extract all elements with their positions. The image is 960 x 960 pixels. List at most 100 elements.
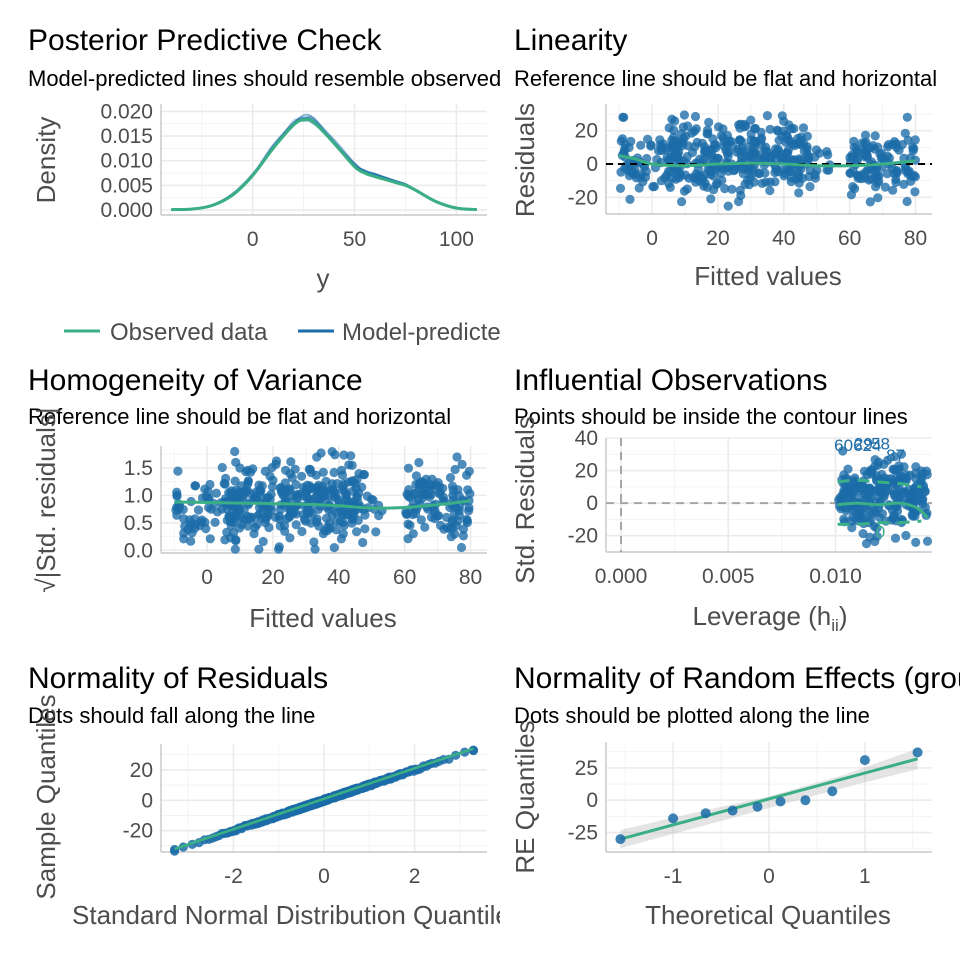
sqrt-residual-point — [456, 542, 467, 553]
residual-point — [616, 167, 626, 177]
residual-point — [669, 125, 679, 135]
loess-smooth-line — [174, 499, 471, 510]
sqrt-residual-point — [250, 523, 260, 533]
residual-point — [636, 140, 646, 150]
sqrt-residual-point — [329, 492, 339, 502]
y-tick-label: -20 — [568, 186, 598, 209]
sqrt-residual-point — [462, 514, 472, 525]
residual-point — [670, 116, 680, 126]
y-tick-label: 0.010 — [100, 150, 153, 173]
linearity-xlabel: Fitted values — [694, 261, 841, 291]
y-tick-label: 0.020 — [100, 100, 153, 123]
x-tick-label: 40 — [772, 227, 795, 250]
sqrt-residual-point — [410, 488, 420, 498]
linearity-plot-area: 0 20 40 60 80 -20 0 20 — [568, 104, 932, 250]
sqrt-residual-point — [287, 473, 297, 483]
random-effect-point — [800, 795, 811, 806]
residual-point — [669, 132, 679, 142]
homogeneity-title: Homogeneity of Variance — [28, 364, 363, 397]
residual-point — [861, 167, 871, 177]
sqrt-residual-point — [445, 473, 456, 483]
sqrt-residual-point — [204, 502, 214, 513]
residual-point — [625, 194, 635, 204]
residual-point — [744, 141, 754, 152]
cook-contour-lower — [837, 519, 922, 526]
loess-smooth-line — [837, 501, 929, 519]
sqrt-residual-point — [231, 457, 241, 467]
sqrt-residual-point — [230, 544, 240, 554]
residual-point — [811, 145, 822, 155]
residual-point — [849, 136, 859, 146]
sqrt-residual-point — [268, 475, 278, 485]
sqrt-residual-point — [422, 490, 432, 500]
leverage-point — [888, 479, 898, 489]
y-tick-label: 40 — [575, 427, 598, 450]
residual-point — [870, 165, 880, 175]
residual-point — [704, 117, 714, 127]
y-tick-label: 20 — [575, 460, 598, 483]
random-effect-point — [727, 805, 738, 816]
influence-ylabel: Std. Residuals — [510, 416, 540, 584]
residual-point — [773, 167, 783, 177]
sqrt-residual-point — [254, 544, 264, 554]
residual-point — [618, 112, 628, 122]
residual-point — [909, 144, 919, 154]
sqrt-residual-point — [426, 512, 437, 522]
random-effect-point — [752, 801, 763, 812]
x-tick-label: 20 — [706, 227, 729, 250]
normre-xlabel: Theoretical Quantiles — [645, 900, 891, 930]
sqrt-residual-point — [327, 447, 337, 457]
x-tick-label: 0.000 — [595, 565, 648, 588]
x-tick-label: 0.010 — [809, 565, 862, 588]
y-tick-label: -25 — [568, 822, 598, 845]
sqrt-residual-point — [339, 450, 349, 460]
normres-subtitle: Dots should fall along the line — [28, 703, 315, 728]
sqrt-residual-point — [346, 451, 356, 461]
sqrt-residual-point — [205, 479, 215, 490]
leverage-point — [872, 523, 882, 533]
residual-point — [708, 134, 718, 144]
sqrt-residual-point — [220, 479, 230, 489]
influence-xlabel: Leverage (hii) — [693, 601, 848, 635]
residual-point — [762, 111, 773, 121]
normre-title: Normality of Random Effects (group) — [514, 662, 960, 695]
x-tick-label: 50 — [343, 228, 366, 251]
sqrt-residual-point — [190, 514, 200, 524]
panel-homogeneity: Homogeneity of Variance Reference line s… — [28, 364, 487, 633]
y-tick-label: -20 — [123, 820, 153, 843]
residual-point — [765, 186, 775, 196]
y-tick-label: 1.5 — [124, 457, 153, 480]
sqrt-residual-point — [463, 485, 473, 495]
influence-xlabel-sub: ii — [831, 616, 839, 635]
sqrt-residual-point — [311, 470, 321, 480]
residual-point — [746, 151, 756, 161]
sqrt-residual-point — [274, 511, 284, 521]
residual-point — [756, 127, 766, 137]
sqrt-residual-point — [360, 524, 370, 534]
leverage-point — [843, 464, 853, 474]
residual-point — [910, 135, 920, 145]
x-tick-label: 0 — [318, 865, 330, 888]
influential-point-label: 24 — [862, 436, 881, 455]
residual-point — [736, 147, 746, 157]
leverage-point — [861, 483, 871, 493]
residual-point — [899, 179, 909, 189]
random-effect-point — [775, 796, 786, 807]
residual-point — [902, 112, 912, 122]
leverage-point — [838, 446, 848, 456]
residual-point — [739, 119, 749, 129]
leverage-point — [858, 529, 868, 539]
residual-point — [636, 169, 646, 179]
panel-influence: Influential Observations Points should b… — [510, 364, 933, 635]
homogeneity-ylabel: √|Std. residuals| — [31, 407, 61, 592]
sqrt-residual-point — [297, 526, 307, 537]
residual-point — [786, 177, 796, 187]
y-tick-label: 0.5 — [124, 512, 153, 535]
sqrt-residual-point — [237, 493, 247, 503]
sqrt-residual-point — [464, 506, 474, 516]
y-tick-label: 25 — [575, 757, 598, 780]
x-tick-label: 0 — [646, 227, 658, 250]
sqrt-residual-point — [281, 465, 291, 475]
